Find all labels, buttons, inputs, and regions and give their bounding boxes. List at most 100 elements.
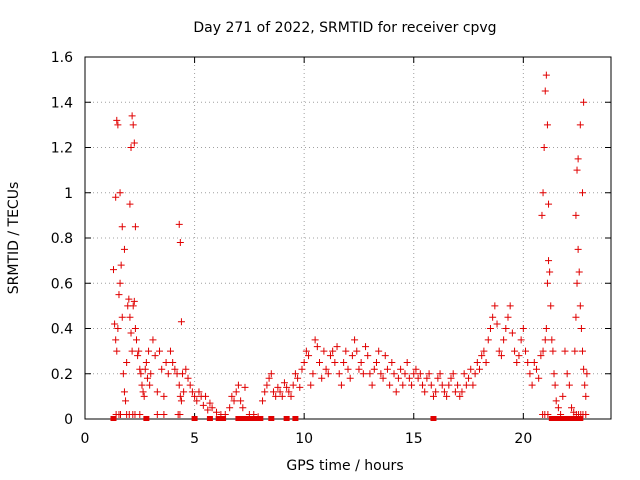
- data-point: [357, 358, 365, 366]
- data-point: [131, 223, 139, 231]
- data-point: [528, 381, 536, 389]
- data-point: [432, 388, 440, 396]
- data-point: [195, 388, 203, 396]
- grid: [85, 57, 611, 419]
- data-point: [478, 352, 486, 360]
- data-point: [182, 365, 190, 373]
- data-point: [579, 189, 587, 197]
- data-point: [199, 401, 207, 409]
- data-point: [122, 397, 130, 405]
- data-point: [337, 381, 345, 389]
- data-point: [320, 347, 328, 355]
- data-point: [130, 297, 138, 305]
- data-point: [326, 352, 334, 360]
- data-point: [419, 381, 427, 389]
- y-tick-label: 0.4: [51, 322, 73, 338]
- data-point: [576, 302, 584, 310]
- zero-marker: [568, 416, 575, 421]
- data-point: [191, 392, 199, 400]
- data-point: [580, 98, 588, 106]
- data-point: [392, 388, 400, 396]
- data-point: [213, 408, 220, 416]
- zero-marker: [143, 416, 150, 421]
- data-point: [119, 370, 127, 378]
- data-point: [495, 347, 503, 355]
- data-point: [109, 266, 117, 274]
- data-point: [359, 370, 367, 378]
- data-point: [117, 410, 125, 418]
- data-point: [381, 352, 389, 360]
- data-point: [390, 370, 398, 378]
- data-point: [331, 358, 339, 366]
- zero-marker: [268, 416, 275, 421]
- data-point: [140, 392, 148, 400]
- data-point: [515, 352, 523, 360]
- data-point: [362, 343, 370, 351]
- data-point: [133, 336, 141, 344]
- data-point: [539, 347, 547, 355]
- y-tick-label: 0: [64, 412, 73, 428]
- data-point: [175, 381, 183, 389]
- data-point: [383, 365, 391, 373]
- data-point: [484, 336, 492, 344]
- data-point: [188, 388, 196, 396]
- data-point: [563, 370, 571, 378]
- x-axis-label: GPS time / hours: [286, 458, 403, 474]
- data-point: [540, 144, 548, 151]
- data-point: [329, 347, 337, 355]
- x-tick-label: 10: [295, 431, 313, 447]
- data-point: [126, 200, 134, 208]
- data-point: [156, 347, 164, 355]
- data-point: [462, 381, 470, 389]
- data-point: [305, 352, 313, 360]
- data-point: [447, 374, 455, 382]
- data-point: [313, 343, 321, 351]
- data-point: [324, 370, 332, 378]
- data-point: [577, 325, 585, 332]
- data-point: [146, 381, 154, 389]
- data-point: [180, 388, 188, 396]
- data-point: [565, 381, 573, 389]
- data-point: [118, 223, 126, 231]
- data-point: [366, 370, 374, 378]
- data-point: [153, 388, 161, 396]
- data-point: [141, 365, 149, 373]
- data-point: [186, 381, 194, 389]
- zero-marker: [215, 416, 222, 421]
- data-point: [416, 370, 424, 378]
- data-point: [493, 320, 501, 328]
- data-point: [542, 71, 550, 79]
- data-point: [535, 374, 543, 382]
- y-tick-labels: 0 0.2 0.4 0.6 0.8 1 1.2 1.4 1.6: [51, 50, 73, 428]
- data-point: [318, 374, 326, 382]
- data-point: [228, 392, 236, 400]
- data-point: [311, 336, 319, 344]
- data-point: [307, 381, 315, 389]
- data-point: [184, 374, 192, 382]
- data-point: [548, 336, 556, 344]
- data-point: [539, 189, 547, 197]
- data-point: [545, 257, 553, 265]
- plot-frame: [84, 56, 612, 420]
- data-point: [572, 313, 580, 321]
- x-tick-labels: 0 5 10 15 20: [81, 431, 533, 447]
- data-point: [322, 365, 330, 373]
- data-point: [568, 404, 576, 412]
- data-point: [573, 279, 581, 287]
- data-point: [164, 370, 172, 378]
- data-point: [445, 381, 453, 389]
- data-point: [545, 200, 553, 208]
- data-point: [241, 383, 249, 391]
- data-point: [425, 370, 433, 378]
- data-point: [169, 358, 177, 366]
- data-point: [237, 397, 245, 405]
- data-point: [543, 279, 551, 287]
- data-point: [151, 352, 159, 360]
- zero-marker: [191, 416, 198, 421]
- data-point: [460, 370, 468, 378]
- zero-marker: [283, 416, 290, 421]
- data-point: [208, 404, 216, 412]
- data-point: [465, 374, 473, 382]
- data-point: [153, 410, 161, 418]
- data-point: [120, 245, 128, 253]
